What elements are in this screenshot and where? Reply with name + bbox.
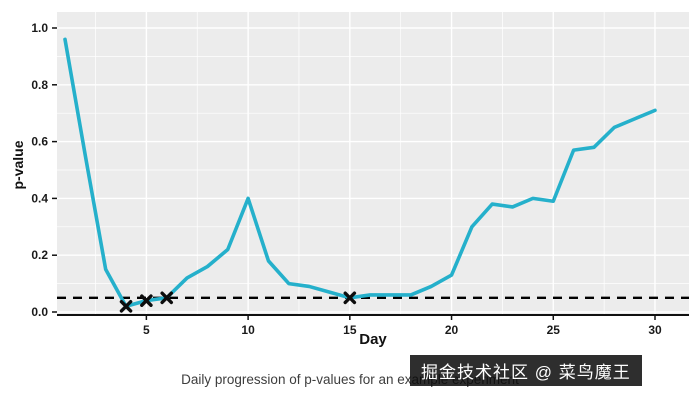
x-axis-title: Day (359, 331, 387, 348)
gridlines (57, 12, 689, 315)
x-tick-label: 30 (648, 323, 662, 337)
plot-panel (57, 12, 689, 315)
x-tick-label: 20 (445, 323, 459, 337)
y-tick-label: 1.0 (31, 21, 48, 35)
axis-ticks: 5 10 15 20 25 30 0.0 0.2 0.4 0.6 0.8 1.0 (31, 21, 662, 337)
x-tick-label: 10 (241, 323, 255, 337)
x-tick-label: 5 (143, 323, 150, 337)
y-tick-label: 0.6 (31, 135, 48, 149)
watermark-badge: 掘金技术社区 @ 菜鸟魔王 (410, 355, 642, 386)
pvalue-line (63, 37, 657, 309)
y-tick-label: 0.0 (31, 305, 48, 319)
y-tick-label: 0.4 (31, 191, 48, 205)
x-tick-label: 15 (343, 323, 357, 337)
y-axis-title: p-value (10, 140, 26, 190)
x-tick-label: 25 (547, 323, 561, 337)
y-tick-label: 0.2 (31, 248, 48, 262)
significant-markers (119, 291, 357, 313)
plot-svg: 5 10 15 20 25 30 0.0 0.2 0.4 0.6 0.8 1.0 (31, 12, 689, 337)
y-tick-label: 0.8 (31, 78, 48, 92)
